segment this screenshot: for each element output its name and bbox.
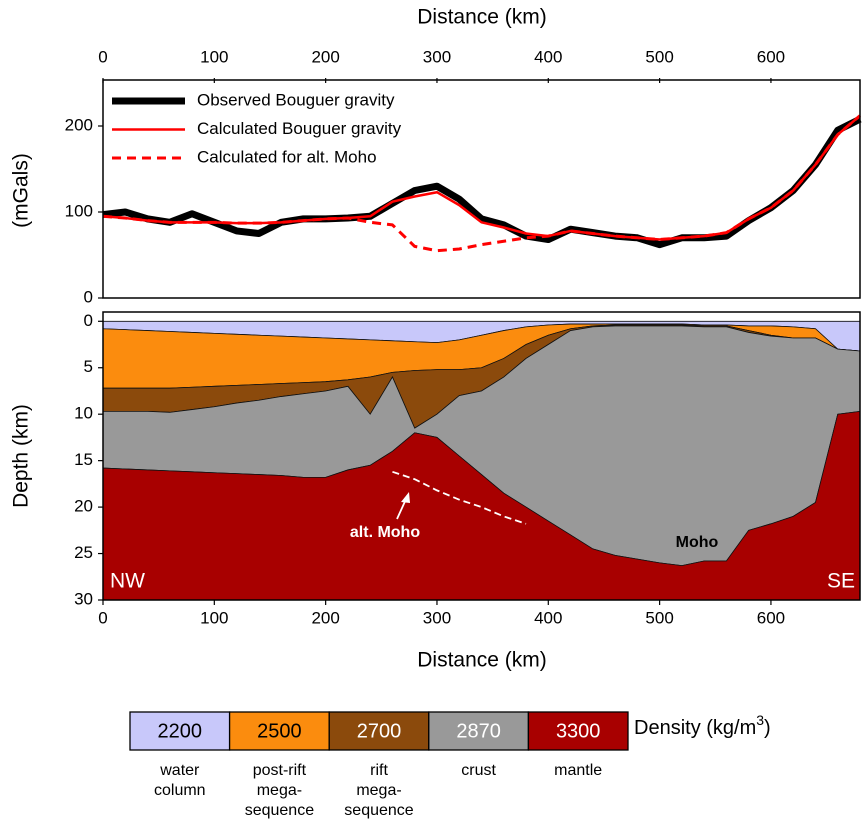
x-tick-label: 100 — [200, 608, 228, 627]
y-tick-label: 5 — [84, 357, 93, 376]
y-tick-label: 100 — [65, 201, 93, 220]
legend-density: 2870 — [456, 720, 501, 742]
y-tick-label: 20 — [74, 497, 93, 516]
x-tick-label: 600 — [757, 47, 785, 66]
legend-title-end: ) — [764, 717, 771, 739]
x-axis-title: Distance (km) — [417, 649, 547, 672]
legend-label: post-rift — [253, 762, 307, 779]
legend-box — [428, 711, 530, 751]
legend-label: sequence — [245, 802, 314, 819]
legend-title: Density (kg/m3) — [634, 712, 771, 740]
x-tick-label: 600 — [757, 608, 785, 627]
y-tick-label: 200 — [65, 115, 93, 134]
x-tick-label: 0 — [98, 608, 107, 627]
legend-label: Observed Bouguer gravity — [197, 90, 395, 109]
alt-moho — [392, 470, 527, 525]
legend-box — [527, 711, 629, 751]
x-axis-title: Distance (km) — [417, 6, 547, 29]
layer — [103, 411, 860, 600]
legend-label: Calculated for alt. Moho — [197, 147, 377, 166]
gravity-line — [102, 114, 861, 253]
legend-label: rift — [370, 762, 388, 779]
y-tick-label: 0 — [84, 311, 93, 330]
legend-label: mega- — [356, 782, 401, 799]
legend-label: water — [159, 762, 200, 779]
legend-label: mega- — [257, 782, 302, 799]
y-tick-label: 25 — [74, 543, 93, 562]
x-tick-label: 300 — [423, 47, 451, 66]
legend-title-sup: 3 — [756, 712, 764, 728]
x-tick-label: 100 — [200, 47, 228, 66]
y-tick-label: 0 — [84, 287, 93, 306]
legend-label: mantle — [554, 762, 602, 779]
legend-density: 2200 — [158, 720, 203, 742]
y-tick-label: 10 — [74, 404, 93, 423]
x-tick-label: 400 — [534, 608, 562, 627]
legend-density: 3300 — [556, 720, 601, 742]
annotation: alt. Moho — [350, 524, 420, 541]
legend-label: Calculated Bouguer gravity — [197, 119, 402, 138]
legend-title-text: Density (kg/m — [634, 717, 756, 739]
y-tick-label: 30 — [74, 589, 93, 608]
legend-density: 2500 — [257, 720, 302, 742]
legend-density: 2700 — [357, 720, 402, 742]
x-tick-label: 200 — [311, 47, 339, 66]
legend-label: column — [154, 782, 206, 799]
annotation: SE — [827, 570, 855, 593]
x-tick-label: 400 — [534, 47, 562, 66]
annotation: NW — [110, 570, 145, 593]
y-axis-title: Depth (km) — [10, 404, 33, 508]
gravity-line — [102, 115, 862, 249]
plot-frame — [102, 79, 861, 299]
annotation: Moho — [676, 534, 719, 551]
y-tick-label: 15 — [74, 450, 93, 469]
x-tick-label: 0 — [98, 47, 107, 66]
plot-frame — [102, 311, 861, 601]
legend-label: crust — [461, 762, 496, 779]
x-tick-label: 200 — [311, 608, 339, 627]
x-tick-label: 300 — [423, 608, 451, 627]
arrow-head — [401, 492, 410, 503]
legend-label: sequence — [344, 802, 413, 819]
legend-box — [129, 711, 231, 751]
x-tick-label: 500 — [645, 608, 673, 627]
x-tick-label: 500 — [645, 47, 673, 66]
y-axis-title: (mGals) — [10, 153, 33, 228]
section — [103, 320, 860, 600]
